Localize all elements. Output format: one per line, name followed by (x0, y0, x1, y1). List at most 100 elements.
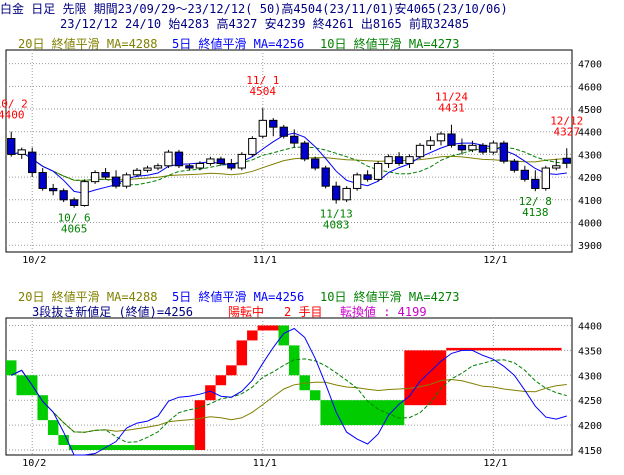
tlb-method-label: 3段抜き新値足 (終値)=4256 (32, 305, 194, 319)
candle-body (111, 176, 121, 187)
annotation-date: 10/ 2 (0, 98, 28, 111)
legend-ma10-top: 10日 終値平滑 MA=4273 (320, 37, 460, 51)
tlb-date-tick-label: 12/1 (483, 458, 507, 469)
ma5-line-top (11, 132, 567, 194)
candle-body (478, 144, 488, 153)
candle-body (279, 126, 288, 137)
candle-body (426, 140, 435, 146)
candle-body (352, 174, 362, 189)
candle-body (80, 181, 89, 206)
candle-body (17, 149, 26, 155)
candle-body (48, 187, 58, 192)
candle-body (311, 158, 320, 169)
tlb-tick-label: 4300 (578, 371, 602, 382)
candle-body (373, 162, 383, 180)
candle-body (541, 167, 550, 189)
price-tick-label: 4200 (578, 173, 602, 184)
tlb-count-label: 2 手目 (284, 305, 323, 319)
candle-body (321, 167, 330, 187)
candle-body (415, 144, 425, 158)
legend-ma5-bottom: 5日 終値平滑 MA=4256 (172, 290, 305, 304)
candle-body (510, 160, 519, 171)
candle-body (28, 151, 37, 174)
candle-body (531, 178, 540, 189)
candle-body (216, 158, 226, 164)
tlb-date-tick-label: 11/1 (253, 458, 277, 469)
ma10-line-top (11, 146, 567, 186)
ma10-line-bottom (10, 358, 567, 443)
tlb-brick (16, 375, 38, 396)
candle-body (499, 142, 509, 162)
candle-body (132, 169, 142, 176)
price-tick-label: 3900 (578, 241, 602, 252)
candle-body (562, 157, 571, 164)
candle-body (363, 174, 372, 180)
annotation-price: 4138 (522, 206, 549, 219)
candle-body (227, 162, 236, 169)
annotation-date: 11/13 (320, 208, 353, 221)
tlb-tick-label: 4350 (578, 346, 602, 357)
tlb-brick (47, 420, 59, 436)
candle-body (248, 138, 257, 155)
candle-body (38, 172, 47, 189)
tlb-brick (446, 347, 562, 351)
candle-body (331, 185, 341, 201)
tlb-brick (194, 400, 206, 451)
candle-body (185, 165, 194, 169)
tlb-brick (37, 395, 48, 421)
candle-body (552, 165, 561, 169)
ma20-line-top (11, 151, 567, 181)
price-tick-label: 4000 (578, 218, 602, 229)
tlb-tick-label: 4200 (578, 421, 602, 432)
tlb-date-tick-label: 10/2 (22, 458, 46, 469)
annotation-date: 11/ 1 (246, 74, 279, 87)
annotation-price: 4065 (61, 223, 88, 236)
annotation-date: 11/24 (435, 91, 468, 104)
legend-ma10-bottom: 10日 終値平滑 MA=4273 (320, 290, 460, 304)
annotation-price: 4504 (250, 85, 277, 98)
candle-body (237, 153, 247, 169)
tlb-brick (226, 365, 237, 376)
candle-body (195, 162, 205, 169)
tlb-brick (289, 345, 300, 376)
tlb-brick (236, 340, 248, 366)
candle-body (394, 156, 404, 164)
legend-ma20-bottom: 20日 終値平滑 MA=4288 (18, 290, 158, 304)
tlb-brick (309, 390, 321, 401)
candle-body (59, 190, 68, 201)
tlb-brick (257, 325, 279, 331)
candle-body (101, 172, 110, 178)
ma5-line-bottom (10, 327, 567, 456)
legend-ma5-top: 5日 終値平滑 MA=4256 (172, 37, 305, 51)
candle-body (520, 169, 530, 180)
price-tick-label: 4500 (578, 105, 602, 116)
annotation-date: 12/12 (550, 114, 583, 127)
annotation-price: 4431 (438, 102, 465, 115)
tlb-brick (299, 375, 310, 391)
price-panel-frame (5, 49, 573, 253)
tlb-brick (6, 360, 17, 376)
candle-body (143, 167, 152, 171)
candle-body (206, 158, 215, 164)
legend-ma20-top: 20日 終値平滑 MA=4288 (18, 37, 158, 51)
candle-body (153, 165, 163, 169)
price-tick-label: 4700 (578, 60, 602, 71)
date-tick-label: 12/1 (483, 255, 507, 266)
candle-body (164, 151, 173, 167)
tlb-reversal-label: 転換値 : 4199 (340, 305, 427, 319)
price-tick-label: 4400 (578, 128, 602, 139)
date-tick-label: 11/1 (253, 255, 277, 266)
tlb-tick-label: 4150 (578, 446, 602, 457)
tlb-brick (205, 385, 216, 401)
candle-body (489, 142, 498, 153)
candle-body (447, 133, 456, 146)
annotation-date: 12/ 8 (519, 195, 552, 208)
price-tick-label: 4600 (578, 82, 602, 93)
chart-header-line2: 23/12/12 24/10 始4283 高4327 安4239 終4261 出… (60, 17, 470, 31)
candle-body (384, 156, 393, 164)
candle-body (468, 144, 477, 151)
candle-body (436, 133, 446, 142)
price-tick-label: 4100 (578, 196, 602, 207)
candle-body (405, 156, 414, 164)
candle-body (7, 138, 16, 155)
